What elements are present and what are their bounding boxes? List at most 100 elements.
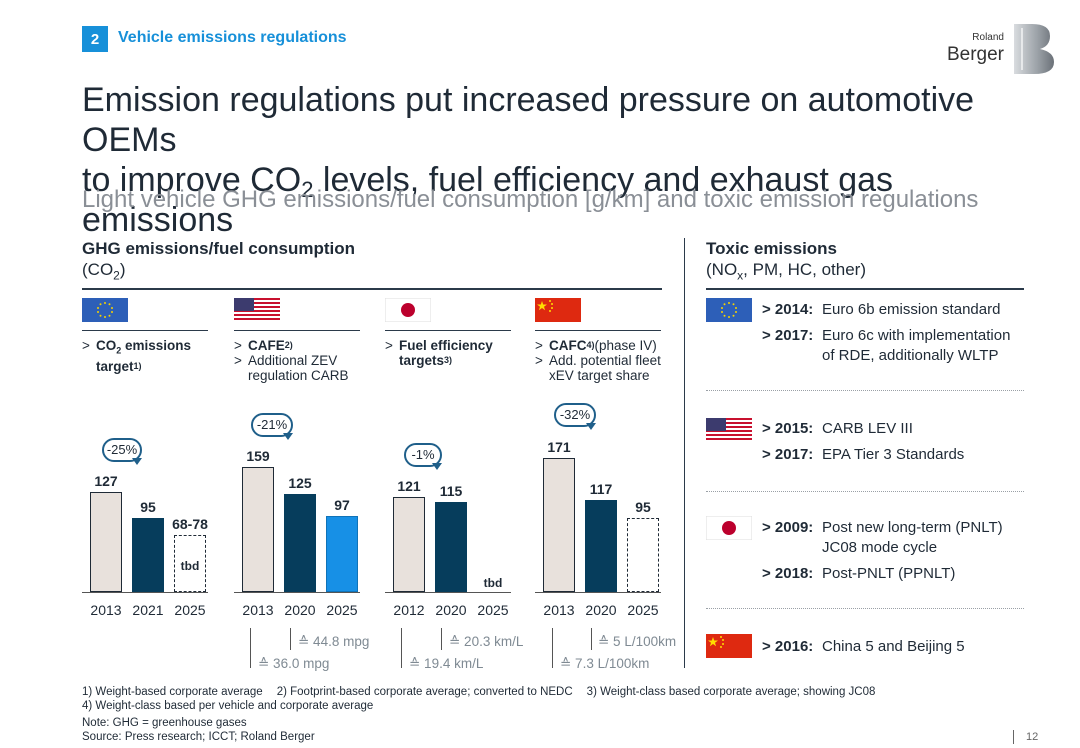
toxic-divider-1	[706, 390, 1024, 391]
us-value-label-2013: 159	[246, 448, 270, 464]
eu-value-label-2025: 68-78	[172, 516, 208, 532]
eu-cond-sup: 1)	[133, 360, 142, 371]
toxic-eu-text-2: Euro 6c with implementation of RDE, addi…	[822, 327, 1011, 364]
toxic-heading-sub: (NOx, PM, HC, other)	[706, 259, 866, 286]
china-value-label-2013: 171	[547, 439, 571, 455]
eu-bubble-tail	[132, 458, 142, 465]
toxic-china-list: > 2016: China 5 and Beijing 5	[762, 637, 1024, 657]
title-line-1: Emission regulations put increased press…	[82, 81, 975, 159]
japan-chart-baseline	[385, 592, 511, 593]
footnote-note: Note: GHG = greenhouse gases	[82, 717, 247, 729]
ghg-sub-a: (CO	[82, 260, 114, 279]
us-cond-cafe: CAFE	[248, 338, 285, 353]
cn-equivalent-2025: ≙ 5 L/100km	[598, 634, 677, 649]
toxic-heading: Toxic emissions (NOx, PM, HC, other)	[706, 238, 866, 286]
china-flag-icon	[535, 298, 581, 322]
us-cond-sup: 2)	[284, 340, 293, 350]
title-line-2a: to improve CO	[82, 161, 302, 199]
cn-equivalent-2020: ≙ 7.3 L/100km	[560, 656, 650, 671]
page-number-divider	[1013, 730, 1014, 744]
cn-eq-bracket-outer	[552, 628, 553, 668]
eu-tbd-label: tbd	[180, 559, 200, 573]
us-cond-gt-2: >	[234, 353, 242, 368]
us-cond-gt-1: >	[234, 338, 242, 353]
toxic-us-list: > 2015: CARB LEV III > 2017: EPA Tier 3 St…	[762, 419, 1024, 465]
eu-cond-co: CO	[96, 338, 117, 353]
jp-cond-sup: 3)	[444, 355, 453, 365]
japan-flag-icon	[385, 298, 431, 322]
toxic-sub-sub: x	[737, 268, 744, 283]
eu-cond-target: target	[96, 358, 134, 374]
eu-cond-gt-1: >	[82, 338, 90, 353]
us-equivalent-2020: ≙ 36.0 mpg	[258, 656, 330, 671]
japan-tick-2025: 2025	[477, 602, 509, 618]
toxic-sub-b: , PM, HC, other)	[743, 260, 866, 279]
toxic-us-year-2: > 2017:	[762, 446, 814, 463]
china-tick-2025: 2025	[627, 602, 659, 618]
cn-cond-sup: 4)	[586, 340, 595, 350]
footnote-3: 3) Weight-class based corporate average;…	[586, 686, 876, 698]
china-chart-baseline	[535, 592, 661, 593]
toxic-rule	[706, 288, 1024, 290]
cn-cond-phase: (phase IV)	[594, 338, 657, 353]
section-title: Vehicle emissions regulations	[118, 29, 347, 46]
cn-cond-fleet: Add. potential fleet	[549, 353, 661, 368]
us-rule	[234, 330, 360, 331]
ghg-sub-sub: 2	[113, 268, 120, 283]
cn-cond-gt-1: >	[535, 338, 543, 353]
logo-roland: Roland	[972, 32, 1004, 43]
toxic-china-flag-icon	[706, 634, 752, 658]
jp-cond-fuel: Fuel efficiency	[399, 338, 493, 353]
toxic-divider-2	[706, 491, 1024, 492]
toxic-eu-year-2: > 2017:	[762, 327, 814, 344]
us-tick-2013: 2013	[242, 602, 274, 618]
toxic-cn-text-1: China 5 and Beijing 5	[822, 638, 965, 655]
china-rule	[535, 330, 661, 331]
us-flag-icon	[234, 298, 280, 322]
toxic-jp-text-1: Post new long-term (PNLT) JC08 mode cycl…	[822, 519, 1003, 556]
section-number-badge: 2	[82, 26, 108, 52]
us-value-label-2025: 97	[334, 497, 350, 513]
japan-value-label-2020: 115	[439, 483, 463, 499]
toxic-eu-list: > 2014: Euro 6b emission standard > 2017:…	[762, 300, 1024, 366]
eu-bar-2025	[174, 535, 206, 592]
footnote-1: 1) Weight-based corporate average	[82, 686, 263, 698]
eu-cond-gt-2	[82, 359, 96, 374]
japan-tbd-label: tbd	[483, 576, 503, 590]
toxic-jp-text-2: Post-PNLT (PPNLT)	[822, 565, 956, 582]
china-tick-2020: 2020	[585, 602, 617, 618]
eu-change-bubble: -25%	[102, 438, 142, 462]
china-conditions: > CAFC 4) (phase IV) > Add. potential fleet…	[535, 338, 680, 383]
eu-tick-2021: 2021	[132, 602, 164, 618]
toxic-us-year-1: > 2015:	[762, 420, 814, 437]
us-bar-2013	[242, 467, 274, 592]
jp-cond-gt-2	[385, 353, 399, 368]
footnotes: 1) Weight-based corporate average 2) Foot…	[82, 686, 875, 744]
footnote-4: 4) Weight-class based per vehicle and co…	[82, 699, 374, 712]
japan-tick-2020: 2020	[435, 602, 467, 618]
us-chart-baseline	[234, 592, 360, 593]
us-equivalent-2025: ≙ 44.8 mpg	[298, 634, 370, 649]
cn-cond-gt-3	[535, 368, 549, 383]
japan-conditions: > Fuel efficiency targets 3)	[385, 338, 525, 368]
eu-cond-co2-sub: 2	[116, 345, 122, 356]
eu-value-label-2013: 127	[94, 473, 118, 489]
eu-cond-emissions: emissions	[121, 338, 192, 353]
ghg-sub-b: )	[119, 260, 126, 279]
jp-eq-bracket-outer	[401, 628, 402, 668]
jp-cond-targets: targets	[399, 353, 445, 368]
jp-equivalent-2012: ≙ 19.4 km/L	[409, 656, 484, 671]
page-title: Emission regulations put increased press…	[82, 80, 1022, 240]
footnote-source: Source: Press research; ICCT; Roland Ber…	[82, 730, 315, 743]
us-conditions: > CAFE 2) > Additional ZEV regulation CARB	[234, 338, 374, 383]
us-bubble-tail	[283, 433, 293, 440]
ghg-heading-sub: (CO2)	[82, 259, 355, 286]
eu-value-label-2021: 95	[140, 499, 156, 515]
us-cond-gt-3	[234, 368, 248, 383]
china-tick-2013: 2013	[543, 602, 575, 618]
us-bar-2025	[326, 516, 358, 592]
cn-cond-xev: xEV target share	[549, 368, 650, 383]
toxic-japan-list: > 2009: Post new long-term (PNLT) JC08 mo…	[762, 518, 1024, 584]
us-cond-carb: regulation CARB	[248, 368, 349, 383]
china-bar-2025	[627, 518, 659, 592]
